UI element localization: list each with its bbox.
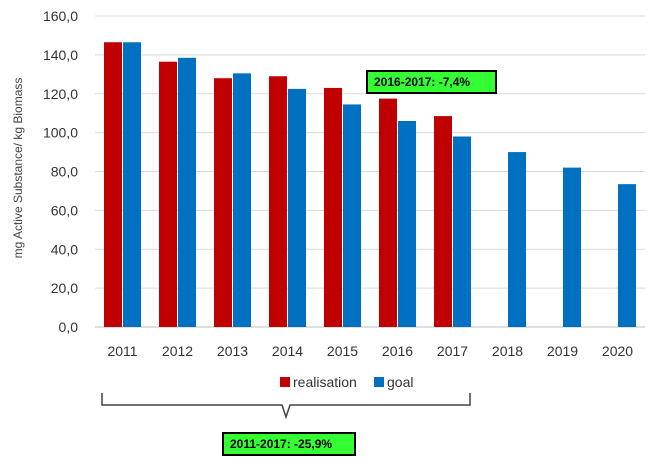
bar-realisation-2012 bbox=[159, 61, 177, 327]
y-tick-label: 0,0 bbox=[59, 319, 79, 335]
bar-realisation-2016 bbox=[379, 98, 397, 327]
bars bbox=[104, 42, 636, 328]
y-tick-labels: 0,0 20,0 40,0 60,0 80,0 100,0 120,0 140,0 160,0 bbox=[43, 8, 78, 335]
legend-label-goal: goal bbox=[387, 374, 413, 390]
x-tick-labels: 2011 2012 2013 2014 2015 2016 2017 2018 2019 2020 bbox=[107, 343, 633, 359]
annotation-2016-2017: 2016-2017: -7,4% bbox=[366, 70, 497, 94]
bar-realisation-2015 bbox=[324, 87, 342, 327]
x-tick-label: 2011 bbox=[107, 343, 137, 359]
x-tick-label: 2015 bbox=[327, 343, 358, 359]
y-tick-label: 120,0 bbox=[43, 86, 78, 102]
x-tick-label: 2012 bbox=[162, 343, 193, 359]
y-tick-label: 100,0 bbox=[43, 125, 78, 141]
x-tick-label: 2017 bbox=[437, 343, 468, 359]
x-tick-label: 2019 bbox=[547, 343, 578, 359]
bar-goal-2011 bbox=[123, 42, 141, 327]
x-tick-label: 2020 bbox=[602, 343, 633, 359]
bar-realisation-2017 bbox=[434, 116, 452, 328]
bar-goal-2017 bbox=[453, 136, 471, 327]
y-tick-label: 160,0 bbox=[43, 8, 78, 24]
y-tick-label: 80,0 bbox=[51, 164, 78, 180]
gridlines bbox=[95, 15, 645, 328]
x-tick-label: 2018 bbox=[492, 343, 523, 359]
legend: realisation goal bbox=[280, 374, 413, 390]
y-tick-label: 20,0 bbox=[51, 280, 78, 296]
annotation-2011-2017: 2011-2017: -25,9% bbox=[222, 432, 356, 456]
x-tick-label: 2016 bbox=[382, 343, 413, 359]
y-tick-label: 60,0 bbox=[51, 202, 78, 218]
legend-swatch-realisation bbox=[280, 377, 290, 387]
bar-goal-2014 bbox=[288, 88, 306, 327]
y-tick-label: 140,0 bbox=[43, 47, 78, 63]
y-axis-title: mg Active Substance/ kg Biomass bbox=[11, 78, 25, 259]
bar-goal-2019 bbox=[563, 167, 581, 327]
legend-swatch-goal bbox=[374, 377, 384, 387]
legend-label-realisation: realisation bbox=[293, 374, 357, 390]
bar-goal-2018 bbox=[508, 152, 526, 327]
period-bracket bbox=[101, 393, 471, 420]
bar-goal-2020 bbox=[618, 184, 636, 327]
bar-realisation-2014 bbox=[269, 76, 287, 327]
bar-goal-2012 bbox=[178, 57, 196, 328]
x-tick-label: 2013 bbox=[217, 343, 248, 359]
x-tick-label: 2014 bbox=[272, 343, 303, 359]
bar-realisation-2011 bbox=[104, 42, 122, 327]
bar-realisation-2013 bbox=[214, 78, 232, 327]
bar-goal-2013 bbox=[233, 73, 251, 327]
y-tick-label: 40,0 bbox=[51, 241, 78, 257]
bar-goal-2015 bbox=[343, 104, 361, 327]
bar-goal-2016 bbox=[398, 120, 416, 328]
